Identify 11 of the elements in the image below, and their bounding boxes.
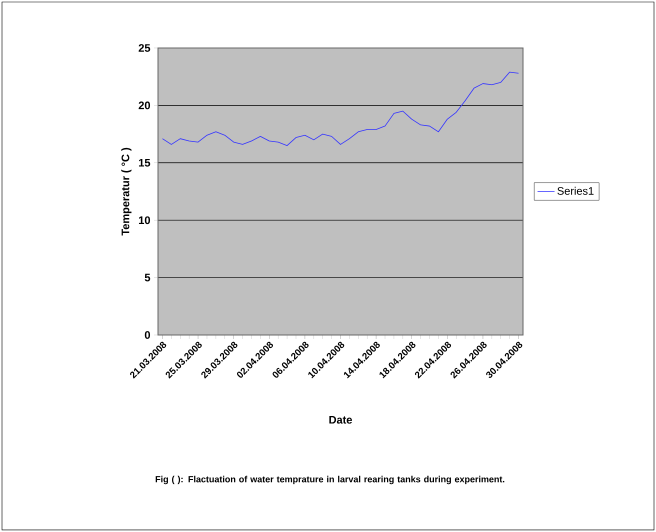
text: Fig ( ): Flactuation of water temprature in larval rearing tanks during experiment.	[156, 476, 504, 484]
y-tick-label: 0	[144, 331, 150, 339]
x-axis-title: Date	[329, 416, 352, 424]
y-tick-label: 20	[138, 102, 150, 110]
legend-label: Series1	[557, 186, 594, 195]
y-tick-label: 25	[138, 44, 150, 52]
y-tick-label: 15	[138, 158, 150, 167]
line-series	[162, 72, 519, 146]
y-axis-title: Temperatur ( °C )	[121, 148, 132, 236]
y-tick-label: 10	[138, 216, 150, 224]
y-tick-label: 5	[144, 274, 150, 282]
